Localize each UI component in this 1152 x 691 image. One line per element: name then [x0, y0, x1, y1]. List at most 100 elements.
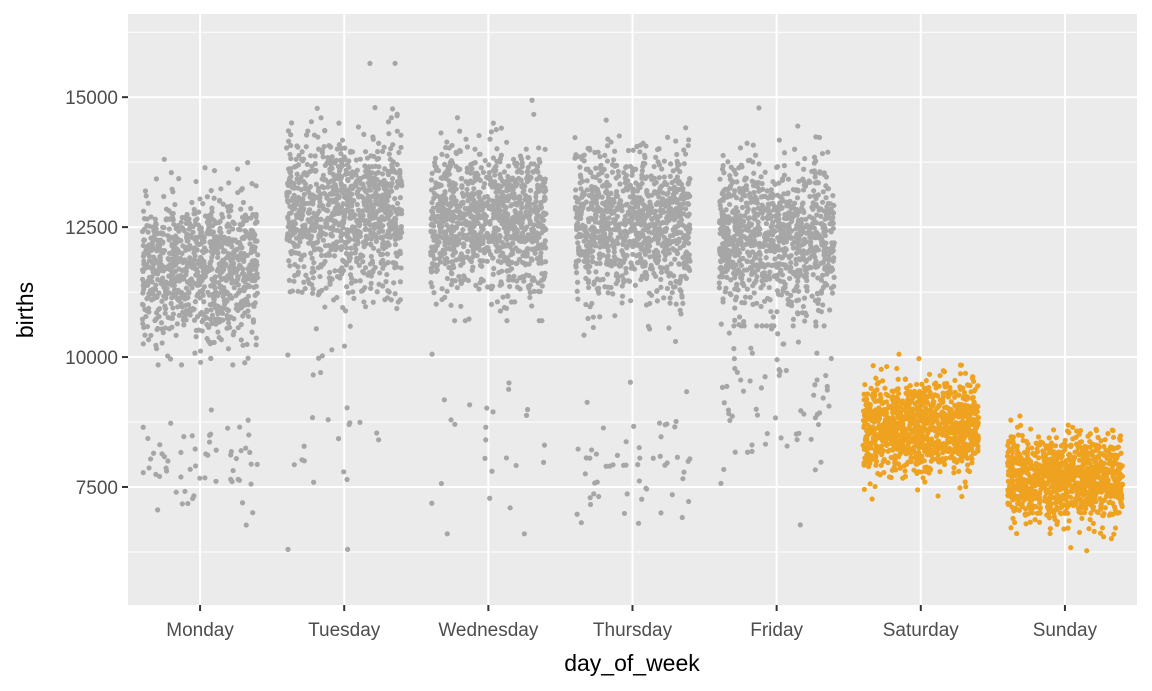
data-point — [459, 190, 466, 196]
data-point — [318, 115, 324, 121]
data-point — [203, 266, 210, 272]
data-point — [603, 463, 609, 469]
data-point — [452, 318, 458, 324]
data-point — [744, 203, 750, 209]
data-point — [153, 176, 160, 182]
data-point — [340, 200, 346, 207]
data-point — [659, 166, 665, 172]
data-point — [505, 173, 511, 180]
data-point — [194, 240, 201, 247]
data-point — [495, 258, 501, 264]
data-point — [658, 434, 664, 440]
data-point — [204, 321, 210, 328]
data-point — [163, 468, 170, 474]
data-point — [467, 402, 473, 408]
data-point — [367, 261, 373, 267]
data-point — [822, 251, 828, 257]
data-point — [226, 180, 232, 186]
data-point — [334, 196, 340, 202]
series-monday — [139, 156, 261, 528]
data-point — [815, 307, 822, 314]
data-point — [465, 248, 471, 255]
data-point — [685, 234, 691, 241]
data-point — [357, 156, 363, 162]
data-point — [355, 240, 361, 247]
data-point — [176, 312, 182, 319]
data-point — [353, 172, 359, 178]
data-point — [446, 178, 452, 184]
data-point — [752, 213, 758, 220]
data-point — [360, 259, 366, 265]
data-point — [516, 175, 522, 182]
data-point — [339, 137, 346, 143]
data-point — [205, 219, 211, 225]
data-point — [336, 222, 342, 228]
data-point — [382, 183, 388, 190]
data-point — [763, 273, 769, 279]
data-point — [361, 299, 367, 305]
data-point — [460, 231, 466, 238]
data-point — [646, 222, 652, 228]
data-point — [140, 321, 146, 327]
data-point — [623, 462, 629, 468]
data-point — [607, 220, 613, 226]
data-point — [210, 278, 217, 284]
data-point — [178, 474, 184, 480]
data-point — [381, 144, 387, 150]
data-point — [311, 132, 318, 138]
data-point — [145, 278, 151, 284]
data-point — [429, 284, 435, 290]
data-point — [190, 224, 196, 230]
data-point — [176, 277, 183, 283]
data-point — [466, 220, 472, 226]
data-point — [777, 194, 783, 200]
data-point — [348, 275, 355, 281]
data-point — [339, 271, 345, 277]
data-point — [288, 155, 294, 162]
data-point — [736, 229, 742, 235]
data-point — [379, 148, 386, 155]
data-point — [386, 151, 392, 157]
data-point — [539, 277, 545, 283]
data-point — [238, 305, 245, 311]
data-point — [756, 105, 762, 111]
data-point — [764, 215, 771, 222]
data-point — [155, 307, 162, 313]
data-point — [238, 321, 244, 328]
data-point — [204, 194, 210, 200]
data-point — [497, 253, 503, 259]
data-point — [520, 189, 526, 195]
data-point — [317, 273, 323, 280]
data-point — [396, 182, 403, 188]
data-point — [795, 188, 801, 194]
data-point — [285, 546, 291, 552]
data-point — [503, 305, 510, 311]
data-point — [432, 155, 439, 161]
data-point — [667, 300, 673, 306]
data-point — [179, 250, 185, 257]
data-point — [575, 296, 581, 302]
data-point — [802, 318, 808, 324]
data-point — [225, 237, 231, 243]
data-point — [676, 229, 682, 236]
data-point — [228, 314, 234, 320]
data-point — [642, 175, 649, 181]
data-point — [224, 223, 230, 229]
data-point — [203, 451, 209, 457]
data-point — [197, 261, 203, 267]
data-point — [344, 176, 351, 183]
data-point — [372, 105, 378, 111]
data-point — [363, 173, 369, 179]
data-point — [831, 274, 837, 280]
data-point — [201, 299, 207, 305]
data-point — [472, 146, 478, 152]
data-point — [185, 238, 191, 244]
data-point — [513, 462, 519, 469]
data-point — [207, 316, 214, 322]
data-point — [244, 341, 250, 347]
data-point — [505, 293, 511, 300]
data-point — [632, 282, 638, 288]
data-point — [483, 424, 489, 430]
data-point — [362, 163, 368, 169]
data-point — [348, 245, 354, 251]
